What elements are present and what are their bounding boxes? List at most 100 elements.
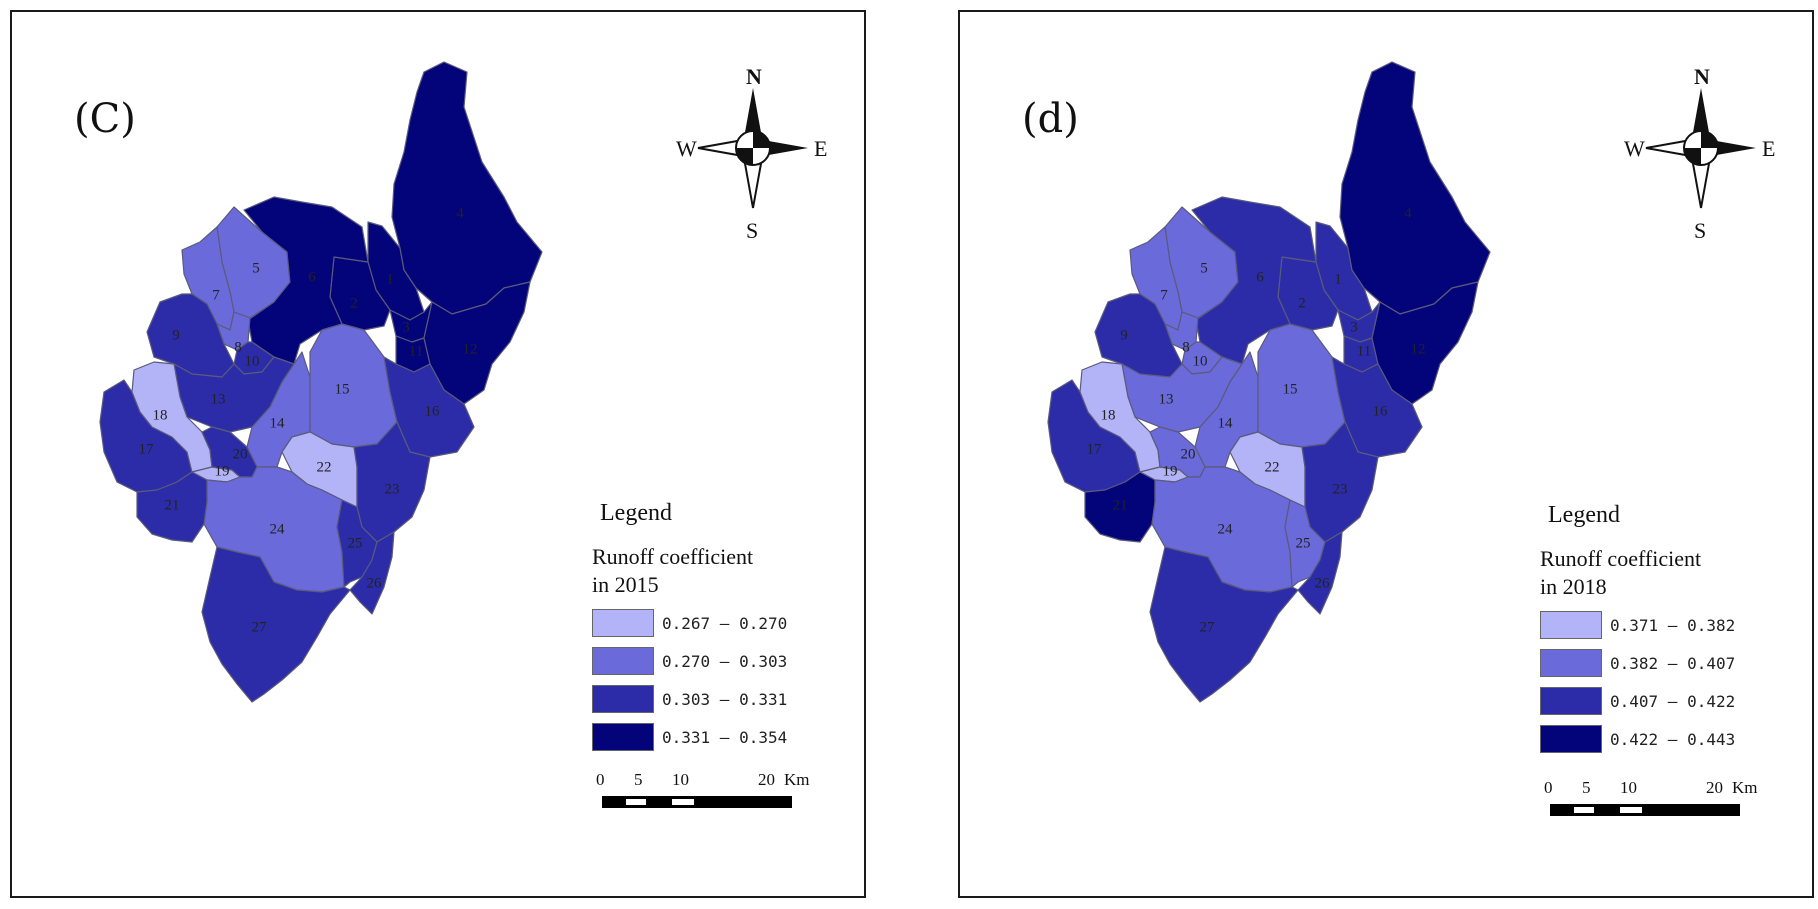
subbasin-label-1: 1: [1334, 271, 1342, 287]
subbasin-label-14: 14: [270, 415, 286, 431]
subbasin-label-19: 19: [215, 463, 230, 479]
subbasin-label-16: 16: [425, 403, 441, 419]
legend-label: 0.267 – 0.270: [662, 613, 788, 633]
subbasin-label-24: 24: [1218, 521, 1234, 537]
legend-swatch: [1540, 687, 1602, 715]
scale-bar: 0 5 10 20 Km: [1540, 778, 1760, 830]
compass-east: E: [814, 136, 828, 161]
legend-swatch: [592, 609, 654, 637]
subbasin-label-8: 8: [1182, 339, 1190, 355]
subbasin-label-9: 9: [172, 327, 180, 343]
compass-east: E: [1762, 136, 1776, 161]
subbasin-4: [391, 61, 543, 315]
subbasin-label-25: 25: [1296, 535, 1311, 551]
subbasin-4: [1339, 61, 1491, 315]
subbasin-label-18: 18: [153, 407, 168, 423]
subbasin-label-12: 12: [463, 341, 478, 357]
legend-subtitle: Runoff coefficient in 2015: [592, 543, 832, 599]
scale-unit: Km: [1732, 778, 1758, 797]
subbasin-label-11: 11: [1357, 343, 1371, 359]
subbasin-label-13: 13: [211, 391, 226, 407]
subbasin-label-7: 7: [1160, 287, 1168, 303]
subbasin-label-11: 11: [409, 343, 423, 359]
scale-tick-0: 0: [596, 770, 605, 789]
subbasin-label-22: 22: [1265, 459, 1280, 475]
scale-tick-10: 10: [672, 770, 689, 789]
compass-rose-icon: [1645, 88, 1756, 209]
scale-bar-graphic: [602, 796, 792, 808]
compass-south: S: [1694, 218, 1707, 243]
panel-label: (d): [1022, 96, 1079, 142]
subbasin-label-3: 3: [1350, 319, 1358, 335]
legend-subtitle-line2: in 2018: [1540, 574, 1607, 599]
subbasin-label-21: 21: [165, 497, 180, 513]
subbasin-label-19: 19: [1163, 463, 1178, 479]
legend-item-class-1: 0.371 – 0.382: [1540, 611, 1810, 639]
subbasin-label-17: 17: [1087, 441, 1103, 457]
subbasin-label-8: 8: [234, 339, 242, 355]
subbasin-label-18: 18: [1101, 407, 1116, 423]
north-arrow-compass: N S W E: [1624, 64, 1776, 243]
subbasin-15: [1257, 323, 1346, 448]
scale-tick-10: 10: [1620, 778, 1637, 797]
compass-rose-icon: [697, 88, 808, 209]
subbasin-label-2: 2: [1298, 295, 1306, 311]
subbasin-label-27: 27: [1200, 619, 1216, 635]
legend-swatch: [1540, 725, 1602, 753]
scale-tick-5: 5: [634, 770, 643, 789]
subbasin-label-15: 15: [335, 381, 350, 397]
legend-title: Legend: [1548, 502, 1620, 528]
legend-swatch: [592, 685, 654, 713]
legend-label: 0.331 – 0.354: [662, 727, 788, 747]
subbasin-label-23: 23: [1333, 481, 1348, 497]
legend-subtitle-line2: in 2015: [592, 572, 659, 597]
legend-item-class-4: 0.422 – 0.443: [1540, 725, 1810, 753]
subbasin-label-16: 16: [1373, 403, 1389, 419]
subbasin-label-7: 7: [212, 287, 220, 303]
legend-swatch: [1540, 649, 1602, 677]
subbasin-26: [1297, 531, 1343, 615]
north-arrow-compass: N S W E: [676, 64, 828, 243]
compass-west: W: [1624, 136, 1645, 161]
subbasin-27: [201, 546, 351, 703]
legend-label: 0.422 – 0.443: [1610, 729, 1736, 749]
subbasin-label-26: 26: [1315, 575, 1331, 591]
subbasin-27: [1149, 546, 1299, 703]
legend-label: 0.270 – 0.303: [662, 651, 788, 671]
legend-item-class-3: 0.303 – 0.331: [592, 685, 862, 713]
scale-tick-5: 5: [1582, 778, 1591, 797]
subbasin-label-2: 2: [350, 295, 358, 311]
subbasin-8: [1164, 311, 1199, 351]
subbasin-label-4: 4: [1404, 205, 1412, 221]
legend-subtitle-line1: Runoff coefficient: [592, 544, 754, 569]
subbasin-6: [1191, 196, 1317, 365]
map-panel-2018: 1 2 3 4 5 6 7 8 9 10 11 12 13 14 15 16 17 18 19 20 21 22 23 24 2…: [958, 10, 1814, 898]
compass-south: S: [746, 218, 759, 243]
legend-item-class-3: 0.407 – 0.422: [1540, 687, 1810, 715]
map-panel-2015: 1 2 3 4 5 6 7 8 9 10 11 12 13 14 15 16 17 18 19 20 21 22 23 24 2…: [10, 10, 866, 898]
legend-item-class-2: 0.382 – 0.407: [1540, 649, 1810, 677]
subbasin-label-12: 12: [1411, 341, 1426, 357]
scale-tick-20: 20: [1706, 778, 1723, 797]
subbasin-label-20: 20: [1181, 446, 1196, 462]
scale-bar-graphic: [1550, 804, 1740, 816]
legend-label: 0.407 – 0.422: [1610, 691, 1736, 711]
scale-tick-0: 0: [1544, 778, 1553, 797]
subbasin-label-25: 25: [348, 535, 363, 551]
legend: Legend Runoff coefficient in 2015 0.267 …: [592, 500, 862, 751]
legend-swatch: [1540, 611, 1602, 639]
legend-item-class-1: 0.267 – 0.270: [592, 609, 862, 637]
scale-bar: 0 5 10 20 Km: [592, 770, 812, 822]
legend-item-class-2: 0.270 – 0.303: [592, 647, 862, 675]
legend-label: 0.382 – 0.407: [1610, 653, 1736, 673]
legend-title: Legend: [600, 500, 672, 526]
subbasin-label-6: 6: [1256, 269, 1264, 285]
legend-subtitle: Runoff coefficient in 2018: [1540, 545, 1780, 601]
subbasin-label-15: 15: [1283, 381, 1298, 397]
subbasin-label-5: 5: [252, 260, 260, 276]
subbasin-label-24: 24: [270, 521, 286, 537]
subbasin-label-5: 5: [1200, 260, 1208, 276]
legend-label: 0.303 – 0.331: [662, 689, 788, 709]
